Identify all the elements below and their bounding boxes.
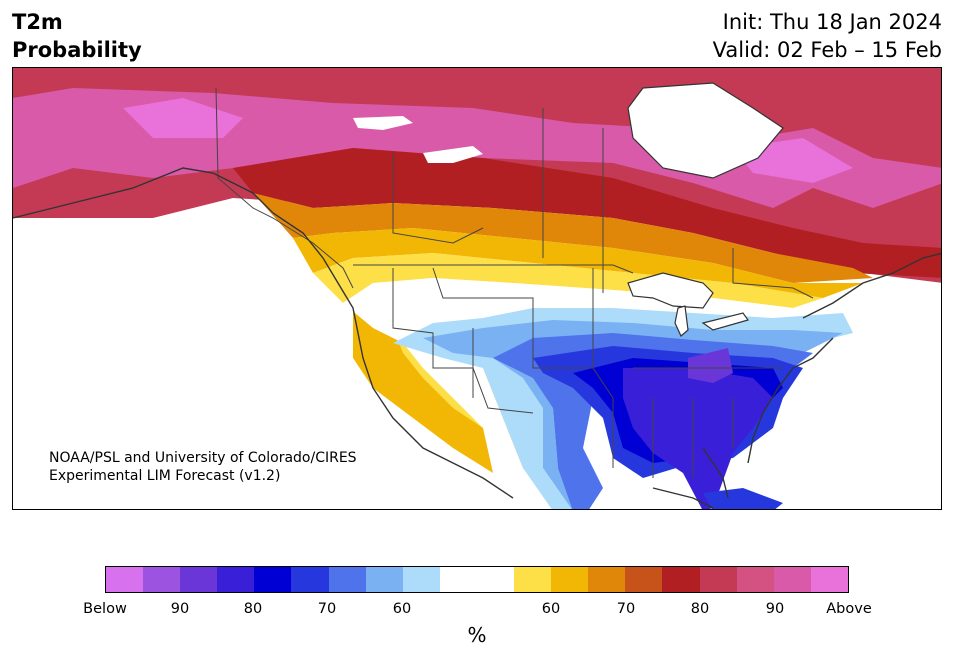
credit-line-1: NOAA/PSL and University of Colorado/CIRE… <box>49 450 357 466</box>
below-band-violet <box>688 348 733 383</box>
tick-below: Below <box>83 601 127 617</box>
great-bear-lake <box>353 116 413 130</box>
colorbar-cell-above-7 <box>773 567 811 592</box>
colorbar-cell-below-5 <box>291 567 329 592</box>
probability-colorbar <box>105 566 849 593</box>
valid-period: Valid: 02 Feb – 15 Feb <box>712 38 942 62</box>
above-band-gold <box>293 228 863 298</box>
below-band-indigo <box>623 368 773 509</box>
colorbar-cell-below-4 <box>254 567 292 592</box>
tick-above-90: 90 <box>765 601 785 617</box>
colorbar-cell-above-2 <box>588 567 626 592</box>
coastlines <box>13 167 941 509</box>
tick-above: Above <box>826 601 872 617</box>
colorbar-cell-below-1 <box>143 567 181 592</box>
colorbar-cell-above-4 <box>662 567 700 592</box>
lake-michigan <box>674 305 689 337</box>
title-block-left: T2m Probability <box>12 8 142 64</box>
tick-above-60: 60 <box>541 601 561 617</box>
tick-below-80: 80 <box>243 601 263 617</box>
hudson-bay <box>627 82 784 179</box>
tick-below-60: 60 <box>392 601 412 617</box>
tick-above-80: 80 <box>690 601 710 617</box>
credit-text: NOAA/PSL and University of Colorado/CIRE… <box>49 449 357 485</box>
colorbar-cell-above-5 <box>699 567 737 592</box>
map-canvas <box>13 68 941 509</box>
colorbar-cell-below-8 <box>402 567 440 592</box>
product-title: Probability <box>12 38 142 62</box>
above-peak-alaska <box>123 98 243 138</box>
tick-below-90: 90 <box>170 601 190 617</box>
colorbar-cell-above-1 <box>551 567 589 592</box>
colorbar-cell-below-0 <box>106 567 144 592</box>
colorbar-cell-above-3 <box>625 567 663 592</box>
variable-title: T2m <box>12 10 63 34</box>
colorbar-cell-below-2 <box>180 567 218 592</box>
credit-line-2: Experimental LIM Forecast (v1.2) <box>49 468 281 484</box>
above-band-core <box>13 88 941 208</box>
above-band-red <box>233 148 941 278</box>
political-borders <box>215 87 814 478</box>
tick-above-70: 70 <box>616 601 636 617</box>
great-lakes <box>627 272 714 309</box>
colorbar-cell-below-6 <box>328 567 366 592</box>
colorbar-cell-above-0 <box>514 567 552 592</box>
great-slave-lake <box>423 146 483 163</box>
colorbar-cell-below-7 <box>365 567 403 592</box>
colorbar-cell-above-6 <box>736 567 774 592</box>
title-block-right: Init: Thu 18 Jan 2024 Valid: 02 Feb – 15… <box>713 8 942 64</box>
above-band-orange <box>253 193 873 283</box>
colorbar-cell-neutral <box>439 567 515 592</box>
colorbar-cell-below-3 <box>217 567 255 592</box>
colorbar-unit-label: % <box>467 623 487 647</box>
init-date: Init: Thu 18 Jan 2024 <box>722 10 942 34</box>
probability-map <box>12 67 942 510</box>
lake-erie <box>701 312 749 331</box>
below-caribbean <box>703 488 783 509</box>
colorbar-cell-above-8 <box>810 567 848 592</box>
tick-below-70: 70 <box>317 601 337 617</box>
